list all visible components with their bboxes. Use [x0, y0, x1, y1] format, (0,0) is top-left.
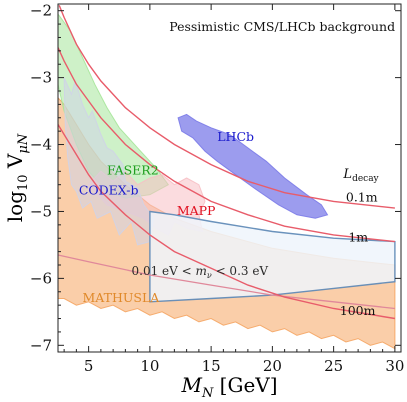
x-axis-label: MN [GeV] [180, 373, 277, 401]
y-tick-label: −2 [30, 2, 52, 20]
y-tick-label: −4 [30, 136, 52, 154]
y-tick-label: −3 [30, 69, 52, 87]
decay-curve-0-1m [58, 5, 395, 209]
y-tick-label: −7 [30, 336, 52, 354]
chart-title: Pessimistic CMS/LHCb background [169, 19, 395, 34]
label-mapp: MAPP [177, 203, 216, 218]
label-mathusla: MATHUSLA [83, 290, 161, 305]
x-tick-label: 20 [263, 357, 282, 375]
plot-frame [57, 3, 402, 353]
x-tick-label: 10 [140, 357, 159, 375]
decay-label-100m: 100m [340, 303, 376, 318]
x-tick-label: 5 [84, 357, 94, 375]
label-lhcb: LHCb [217, 129, 254, 144]
x-tick-label: 30 [385, 357, 404, 375]
region-0-01-ev-m-0-3-ev [149, 210, 396, 303]
decay-curve-100m [58, 124, 396, 320]
axis-ticks: 5 10 15 20 25 30 −2 −3 −4 −5 −6 −7 [30, 2, 405, 375]
chart-lines [58, 5, 396, 320]
label-faser2: FASER2 [107, 163, 159, 178]
y-tick-label: −5 [30, 202, 52, 220]
reference-line-0 [58, 254, 395, 310]
chart-regions [58, 13, 396, 350]
x-tick-label: 25 [324, 357, 343, 375]
decay-curve-1m [58, 47, 395, 243]
y-axis-label: log10 VμN [3, 133, 31, 222]
x-tick-label: 15 [202, 357, 221, 375]
y-tick-label: −6 [30, 269, 52, 287]
neutrino-mass-label: 0.01 eV < mν < 0.3 eV [132, 264, 269, 280]
label-codex-b: CODEX-b [79, 183, 139, 198]
ldecay-label: Ldecay [342, 167, 379, 184]
region-labels: MATHUSLA FASER2 MAPP CODEX-b LHCb 0.1m 1m 100m [79, 129, 378, 318]
decay-label-0-1m: 0.1m [346, 189, 378, 204]
decay-label-1m: 1m [348, 230, 368, 245]
region-lhcb [177, 113, 329, 219]
